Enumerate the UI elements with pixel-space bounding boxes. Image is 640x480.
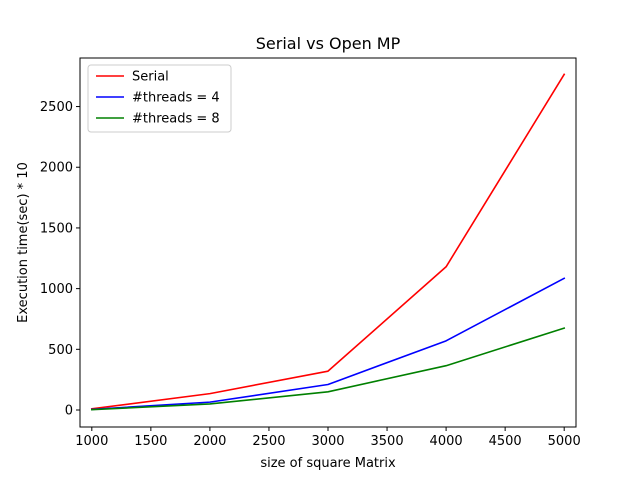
y-tick-label: 500: [48, 343, 73, 358]
x-tick-label: 4000: [430, 434, 463, 449]
legend-box: [87, 64, 232, 133]
y-axis-label: Execution time(sec) * 10: [16, 162, 31, 323]
series-line-0: [90, 73, 566, 410]
x-tick-label: 3000: [311, 434, 344, 449]
chart-title: Serial vs Open MP: [256, 34, 401, 53]
y-tick-label: 1000: [40, 282, 73, 297]
x-tick-label: 1000: [75, 434, 108, 449]
legend-label-1: #threads = 4: [132, 91, 220, 106]
legend-label-0: Serial: [132, 70, 169, 85]
y-tick-label: 2000: [40, 161, 73, 176]
x-tick-label: 2500: [252, 434, 285, 449]
legend: Serial #threads = 4 #threads = 8: [87, 64, 232, 133]
y-tick-label: 1500: [40, 221, 73, 236]
x-axis-label: size of square Matrix: [260, 456, 396, 471]
y-tick-label: 0: [65, 404, 73, 419]
x-tick-label: 4500: [489, 434, 522, 449]
x-tick-label: 2000: [193, 434, 226, 449]
x-tick-label: 1500: [134, 434, 167, 449]
y-tick-label: 2500: [40, 100, 73, 115]
series-line-1: [90, 277, 566, 411]
legend-label-2: #threads = 8: [132, 112, 220, 127]
x-tick-label: 5000: [548, 434, 581, 449]
series-line-2: [90, 327, 566, 411]
x-tick-label: 3500: [371, 434, 404, 449]
